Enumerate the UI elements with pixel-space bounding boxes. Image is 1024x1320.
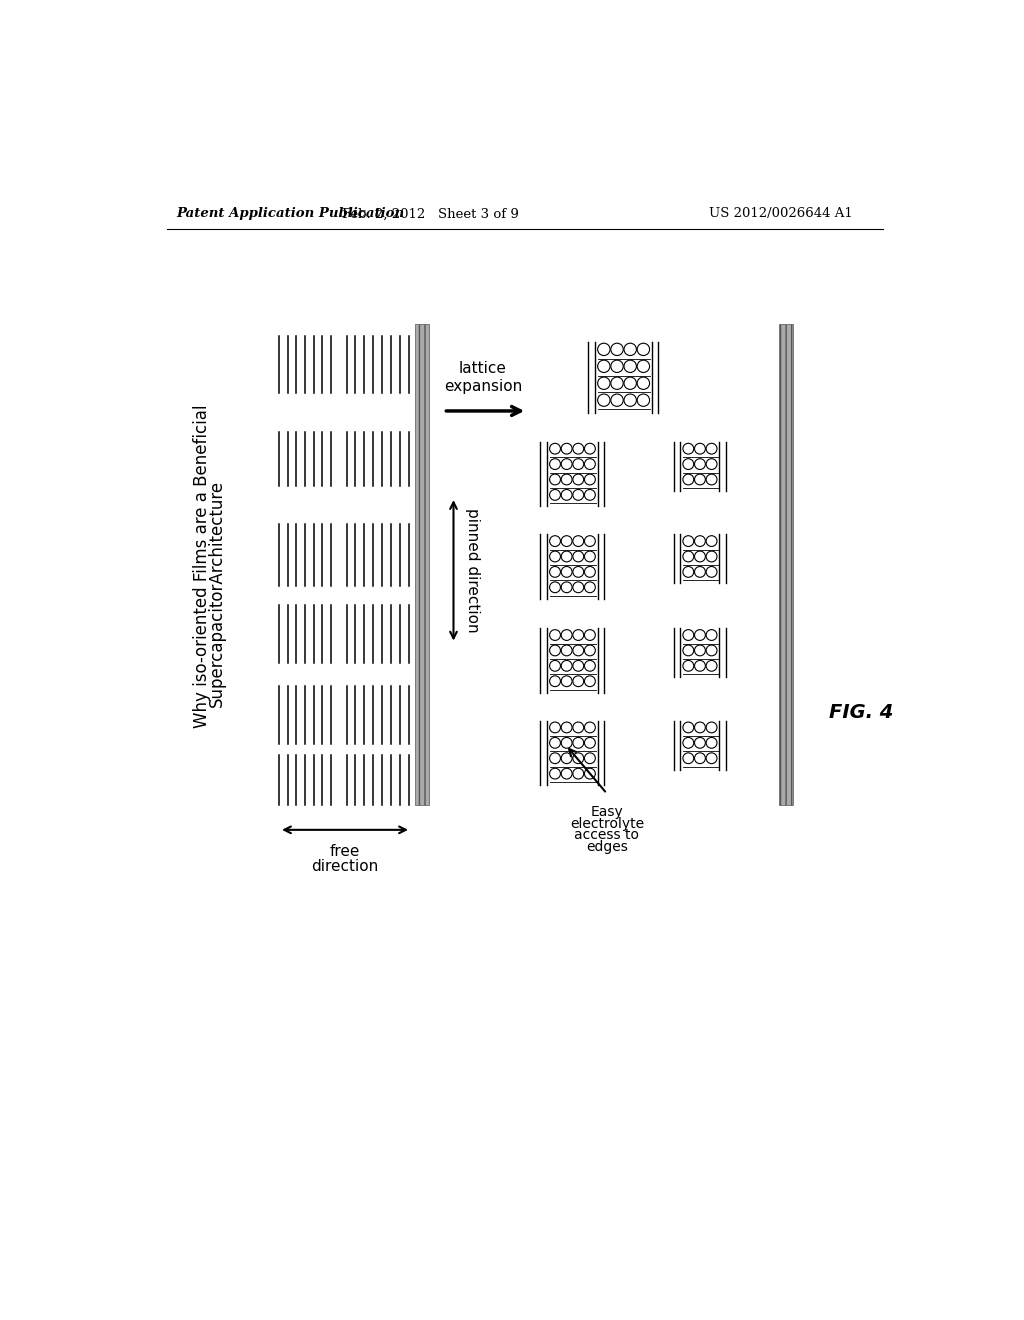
- Text: Feb. 2, 2012   Sheet 3 of 9: Feb. 2, 2012 Sheet 3 of 9: [342, 207, 519, 220]
- Text: direction: direction: [311, 859, 379, 874]
- Text: Patent Application Publication: Patent Application Publication: [176, 207, 404, 220]
- Text: edges: edges: [586, 840, 628, 854]
- Bar: [415, 323, 429, 805]
- Text: US 2012/0026644 A1: US 2012/0026644 A1: [710, 207, 853, 220]
- Text: Easy: Easy: [591, 805, 624, 820]
- Bar: [779, 323, 793, 805]
- Text: lattice: lattice: [459, 362, 507, 376]
- Text: SupercapacitorArchitecture: SupercapacitorArchitecture: [208, 480, 226, 708]
- Text: pinned direction: pinned direction: [465, 508, 480, 632]
- Text: expansion: expansion: [443, 379, 522, 393]
- Text: electrolyte: electrolyte: [570, 817, 644, 830]
- Text: access to: access to: [574, 829, 639, 842]
- Text: free: free: [330, 843, 360, 859]
- Text: Why iso-oriented Films are a Beneficial: Why iso-oriented Films are a Beneficial: [193, 405, 211, 729]
- Text: FIG. 4: FIG. 4: [829, 704, 894, 722]
